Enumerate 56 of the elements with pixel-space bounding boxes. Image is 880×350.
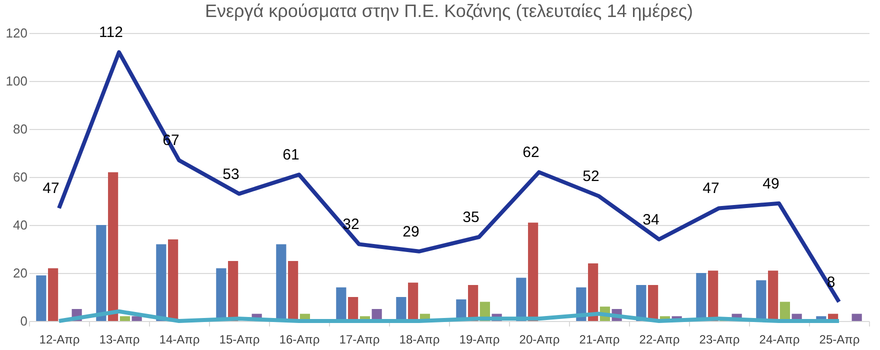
data-label: 52 xyxy=(582,168,600,186)
y-tick-label: 80 xyxy=(13,122,28,136)
x-tick-label: 14-Απρ xyxy=(159,332,200,346)
x-tick-label: 24-Απρ xyxy=(759,332,800,346)
data-label: 32 xyxy=(342,216,360,234)
chart-title: Ενεργά κρούσματα στην Π.Ε. Κοζάνης (τελευταίες 14 ημέρες) xyxy=(204,1,694,22)
bar xyxy=(528,222,538,321)
data-label: 61 xyxy=(282,146,300,164)
data-label: 47 xyxy=(42,180,60,198)
bar xyxy=(168,239,178,321)
x-tick-label: 19-Απρ xyxy=(459,332,500,346)
data-label: 47 xyxy=(702,180,720,198)
data-label: 112 xyxy=(99,24,123,42)
bar xyxy=(228,261,238,321)
y-tick-label: 60 xyxy=(13,170,28,184)
x-tick-label: 17-Απρ xyxy=(339,332,380,346)
y-tick-label: 40 xyxy=(13,218,28,232)
y-tick-label: 0 xyxy=(20,314,28,328)
x-tick-label: 21-Απρ xyxy=(579,332,620,346)
x-tick-label: 23-Απρ xyxy=(699,332,740,346)
bar xyxy=(336,287,346,321)
bar xyxy=(120,316,130,321)
bar xyxy=(156,244,166,321)
line-series xyxy=(57,309,841,323)
bar xyxy=(708,270,718,321)
x-tick-label: 15-Απρ xyxy=(219,332,260,346)
x-tick-label: 16-Απρ xyxy=(279,332,320,346)
bar xyxy=(588,263,598,321)
bar xyxy=(648,285,658,321)
bar xyxy=(348,297,358,321)
y-tick-label: 120 xyxy=(6,26,28,40)
data-label: 35 xyxy=(462,209,480,226)
bar xyxy=(768,270,778,321)
y-tick-label: 20 xyxy=(13,266,28,280)
bar xyxy=(408,282,418,321)
data-label: 34 xyxy=(642,211,660,228)
x-tick-label: 22-Απρ xyxy=(639,332,680,346)
y-tick-label: 100 xyxy=(6,74,28,88)
x-tick-label: 25-Απρ xyxy=(819,332,860,346)
x-tick-label: 12-Απρ xyxy=(39,332,80,346)
bar xyxy=(288,261,298,321)
x-tick-label: 18-Απρ xyxy=(399,332,440,346)
bar xyxy=(48,268,58,321)
data-label: 49 xyxy=(762,175,780,192)
bar xyxy=(36,275,46,321)
data-label: 62 xyxy=(522,144,540,162)
bar xyxy=(132,316,142,321)
x-tick-label: 20-Απρ xyxy=(519,332,560,346)
x-tick-label: 13-Απρ xyxy=(99,332,140,346)
bar xyxy=(396,297,406,321)
line-series xyxy=(57,50,841,304)
data-label: 29 xyxy=(402,223,420,240)
data-label: 53 xyxy=(222,166,240,183)
bar xyxy=(108,172,118,321)
bar xyxy=(852,314,862,321)
bar xyxy=(96,225,106,321)
